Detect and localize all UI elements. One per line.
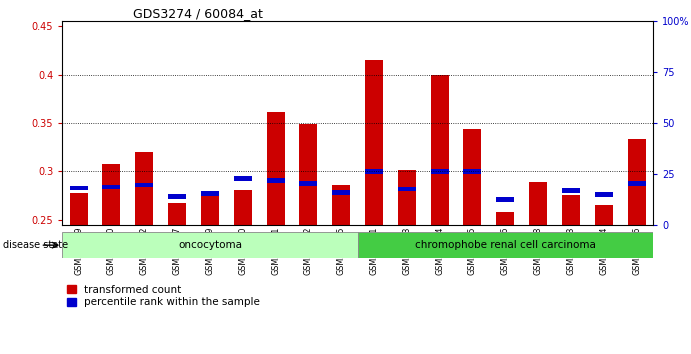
Bar <box>102 164 120 225</box>
Bar <box>358 232 653 258</box>
Bar <box>332 185 350 225</box>
Bar <box>496 212 514 225</box>
Legend: transformed count, percentile rank within the sample: transformed count, percentile rank withi… <box>68 285 260 308</box>
Bar <box>299 124 317 225</box>
Bar <box>168 194 186 199</box>
Bar <box>496 197 514 202</box>
Bar <box>595 192 613 197</box>
Bar <box>62 232 358 258</box>
Bar <box>627 139 645 225</box>
Text: chromophobe renal cell carcinoma: chromophobe renal cell carcinoma <box>415 240 596 250</box>
Bar <box>267 112 285 225</box>
Text: oncocytoma: oncocytoma <box>178 240 242 250</box>
Bar <box>595 205 613 225</box>
Bar <box>201 195 219 225</box>
Bar <box>398 170 416 225</box>
Bar <box>430 75 448 225</box>
Bar <box>234 190 252 225</box>
Bar <box>135 183 153 188</box>
Bar <box>430 169 448 174</box>
Bar <box>234 176 252 181</box>
Bar <box>201 192 219 196</box>
Bar <box>365 169 383 174</box>
Bar <box>299 181 317 185</box>
Bar <box>168 204 186 225</box>
Bar <box>102 184 120 189</box>
Bar <box>398 187 416 192</box>
Bar <box>562 188 580 193</box>
Bar <box>70 185 88 190</box>
Bar <box>627 181 645 185</box>
Bar <box>529 182 547 225</box>
Bar <box>332 190 350 195</box>
Bar <box>464 169 482 174</box>
Text: GDS3274 / 60084_at: GDS3274 / 60084_at <box>133 7 263 20</box>
Text: disease state: disease state <box>3 240 68 250</box>
Bar <box>464 129 482 225</box>
Bar <box>562 195 580 225</box>
Bar <box>267 178 285 183</box>
Bar <box>365 60 383 225</box>
Bar <box>135 152 153 225</box>
Bar <box>70 193 88 225</box>
